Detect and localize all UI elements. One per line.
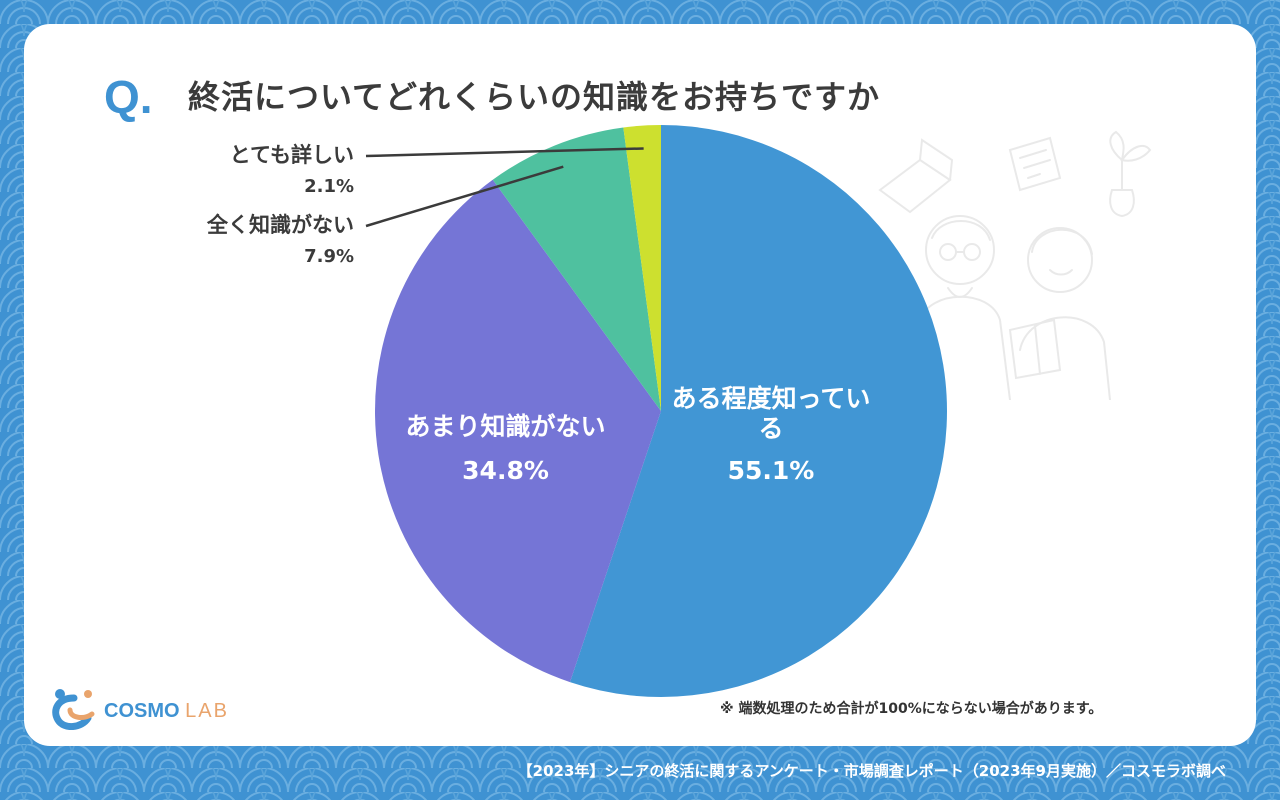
- logo-text-lab: LAB: [185, 700, 229, 722]
- logo-text-cosmo: COSMO: [104, 700, 180, 722]
- leader-line-3: [365, 165, 564, 228]
- question-mark: Q.: [104, 71, 153, 123]
- slice-label-1: ある程度知ってい: [672, 384, 871, 413]
- seniors-illustration: [878, 130, 1152, 400]
- pie-slice-4: [623, 125, 661, 411]
- pie-slice-2: [375, 179, 661, 683]
- pie-slice-3: [492, 127, 661, 411]
- outside-value-3: 7.9%: [304, 246, 354, 267]
- footer-source: 【2023年】シニアの終活に関するアンケート・市場調査レポート（2023年9月実…: [517, 762, 1226, 780]
- rounding-note: ※ 端数処理のため合計が100%にならない場合があります。: [720, 701, 1103, 717]
- slice-value-2: 34.8%: [462, 456, 549, 485]
- chart-title: 終活についてどれくらいの知識をお持ちですか: [188, 78, 881, 116]
- outside-label-3: 全く知識がない: [206, 213, 354, 237]
- pie-slice-1: [569, 125, 948, 698]
- leader-line-4: [365, 147, 644, 158]
- cosmo-lab-logo-icon: [52, 689, 95, 730]
- slice-value-1: 55.1%: [728, 456, 815, 485]
- slice-label-2: あまり知識がない: [406, 412, 606, 441]
- outside-value-4: 2.1%: [304, 176, 354, 197]
- slice-label-1-cont: る: [758, 414, 783, 443]
- logo-wordmark: COSMO LAB: [104, 700, 229, 723]
- outside-label-4: とても詳しい: [230, 143, 354, 167]
